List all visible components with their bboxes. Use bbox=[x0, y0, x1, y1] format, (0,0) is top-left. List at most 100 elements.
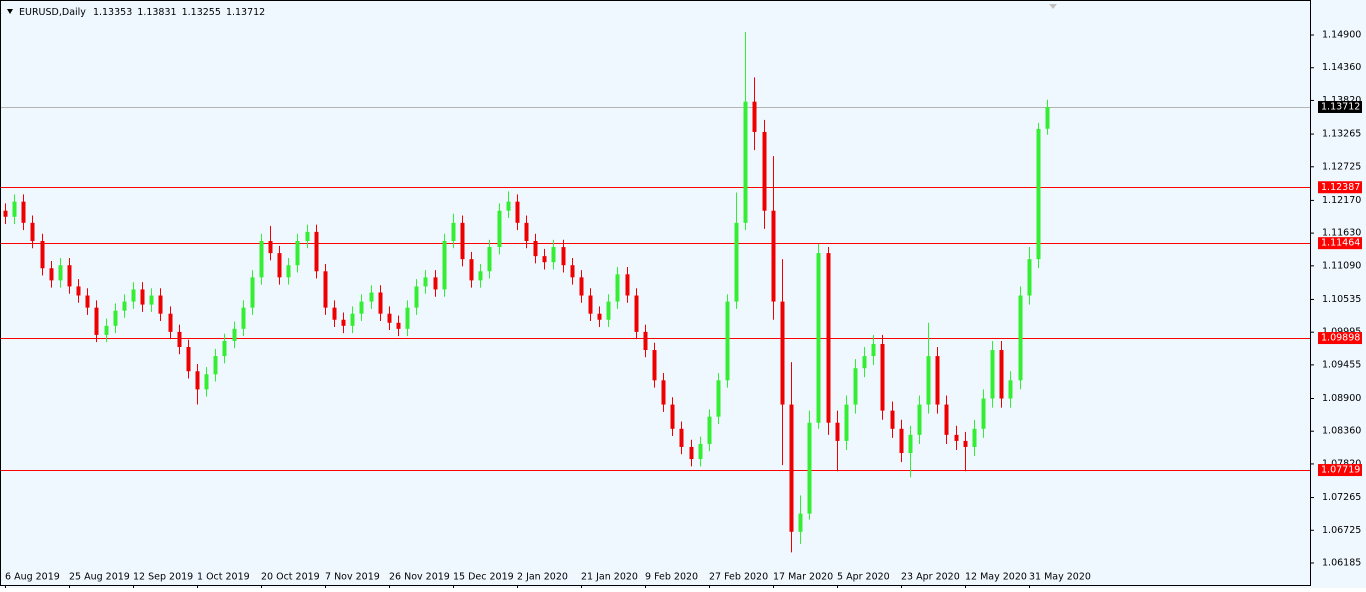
y-tick-label: 1.11090 bbox=[1322, 260, 1361, 271]
candle-body bbox=[277, 253, 282, 278]
candle-body bbox=[999, 350, 1004, 399]
candle-body bbox=[85, 295, 90, 308]
candle-body bbox=[451, 222, 456, 241]
header: EURUSD,Daily 1.13353 1.13831 1.13255 1.1… bbox=[19, 7, 265, 18]
candle-body bbox=[67, 265, 72, 287]
x-tick-label: 26 Nov 2019 bbox=[389, 572, 450, 583]
candle-body bbox=[954, 434, 959, 441]
candle-body bbox=[533, 240, 538, 257]
candle-body bbox=[241, 307, 246, 329]
last-high: 1.13831 bbox=[137, 7, 176, 18]
candle-body bbox=[168, 313, 173, 332]
candle-body bbox=[186, 347, 191, 372]
y-tick-label: 1.10535 bbox=[1322, 294, 1361, 305]
candle-body bbox=[862, 356, 867, 369]
y-tick-label: 1.07265 bbox=[1322, 492, 1361, 503]
y-tick-label: 1.12725 bbox=[1322, 161, 1361, 172]
y-tick-label: 1.11630 bbox=[1322, 228, 1361, 239]
candle-body bbox=[332, 307, 337, 320]
candle-body bbox=[963, 440, 968, 447]
x-tick-label: 27 Feb 2020 bbox=[709, 572, 768, 583]
candle-body bbox=[725, 301, 730, 381]
candle-body bbox=[771, 210, 776, 302]
candle-body bbox=[140, 289, 145, 305]
x-tick-label: 17 Mar 2020 bbox=[773, 572, 833, 583]
candle-body bbox=[21, 201, 26, 223]
y-tick-label: 1.13265 bbox=[1322, 129, 1361, 140]
candle-body bbox=[689, 446, 694, 460]
candle-body bbox=[122, 301, 127, 311]
candle-body bbox=[1036, 128, 1041, 260]
candle-body bbox=[396, 322, 401, 329]
candle-body bbox=[30, 222, 35, 241]
x-tick-label: 15 Dec 2019 bbox=[453, 572, 514, 583]
candle-body bbox=[515, 201, 520, 223]
x-tick-label: 9 Feb 2020 bbox=[645, 572, 698, 583]
candle-body bbox=[323, 271, 328, 308]
candle-body bbox=[853, 368, 858, 405]
current-price-tag-bg bbox=[1318, 100, 1362, 113]
candle-body bbox=[359, 301, 364, 314]
candle-body bbox=[880, 343, 885, 411]
candle-body bbox=[1008, 380, 1013, 399]
menu-triangle[interactable] bbox=[7, 9, 13, 14]
candle-body bbox=[49, 268, 54, 281]
candle-body bbox=[1018, 295, 1023, 381]
candle-body bbox=[743, 101, 748, 223]
x-tick-label: 25 Aug 2019 bbox=[69, 572, 130, 583]
candle-body bbox=[195, 371, 200, 390]
x-tick-label: 21 Jan 2020 bbox=[581, 572, 638, 583]
candle-body bbox=[780, 301, 785, 405]
candle-body bbox=[579, 277, 584, 296]
candle-body bbox=[433, 277, 438, 290]
candle-body bbox=[259, 240, 264, 278]
candle-body bbox=[570, 265, 575, 278]
x-tick-label: 5 Apr 2020 bbox=[837, 572, 890, 583]
candle-body bbox=[250, 277, 255, 308]
symbol: EURUSD,Daily bbox=[19, 7, 86, 18]
candle-body bbox=[487, 247, 492, 272]
candle-body bbox=[597, 313, 602, 320]
candle-body bbox=[908, 434, 913, 454]
candle-body bbox=[158, 295, 163, 314]
candle-body bbox=[414, 286, 419, 308]
y-tick-label: 1.14360 bbox=[1322, 62, 1361, 73]
candle-body bbox=[40, 240, 45, 269]
candle-body bbox=[826, 253, 831, 423]
candle-body bbox=[707, 416, 712, 444]
candle-body bbox=[177, 331, 182, 348]
level-tag: 1.11464 bbox=[1321, 238, 1360, 249]
candle-body bbox=[661, 380, 666, 405]
level-tag-bg bbox=[1318, 237, 1362, 250]
candle-body bbox=[295, 240, 300, 266]
candle-body bbox=[625, 274, 630, 296]
x-tick-label: 2 Jan 2020 bbox=[517, 572, 568, 583]
candle-body bbox=[944, 404, 949, 435]
candle-body bbox=[542, 256, 547, 263]
candle-body bbox=[734, 222, 739, 302]
candle-body bbox=[442, 240, 447, 290]
candle-body bbox=[716, 380, 721, 417]
candle-body bbox=[615, 274, 620, 302]
plot-frame bbox=[0, 0, 1311, 586]
candle-body bbox=[752, 101, 757, 132]
candle-body bbox=[341, 319, 346, 326]
y-tick-label: 1.13820 bbox=[1322, 95, 1361, 106]
x-tick-label: 7 Nov 2019 bbox=[325, 572, 380, 583]
candle-body bbox=[634, 295, 639, 332]
candle-body bbox=[76, 286, 81, 296]
candle-body bbox=[926, 356, 931, 405]
candle-body bbox=[981, 398, 986, 429]
candle-body bbox=[524, 222, 529, 241]
candle-body bbox=[606, 301, 611, 320]
candle-body bbox=[935, 356, 940, 405]
last-close: 1.13712 bbox=[226, 7, 265, 18]
x-tick-label: 12 May 2020 bbox=[965, 572, 1027, 583]
candle-body bbox=[94, 307, 99, 335]
candle-body bbox=[286, 265, 291, 278]
candle-body bbox=[835, 422, 840, 441]
candle-body bbox=[506, 201, 511, 211]
candle-body bbox=[469, 259, 474, 281]
y-tick-label: 1.14900 bbox=[1322, 30, 1361, 41]
